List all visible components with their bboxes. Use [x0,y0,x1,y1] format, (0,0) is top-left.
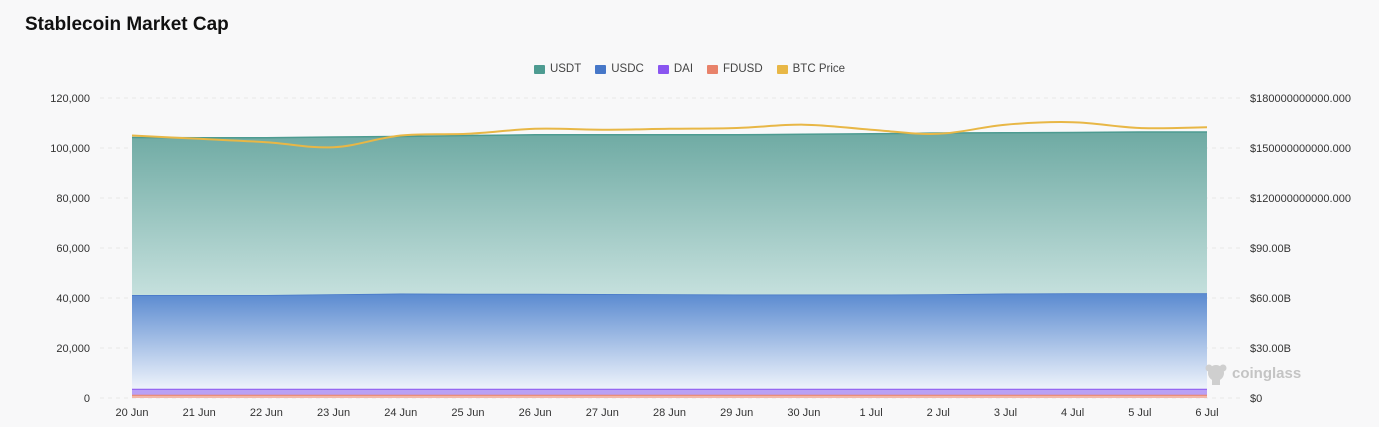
x-tick-label: 6 Jul [1195,407,1218,419]
right-tick-label: $150000000000.000 [1250,143,1351,155]
left-tick-label: 40,000 [56,293,90,305]
line-btc-price [131,121,1208,149]
legend-item-btc-price[interactable]: BTC Price [776,63,846,75]
x-tick-label: 2 Jul [927,407,950,419]
x-tick-label: 28 Jun [653,407,686,419]
legend-item-usdt[interactable]: USDT [533,63,582,75]
legend-item-dai[interactable]: DAI [657,63,694,75]
area-usdt [132,132,1207,295]
legend-swatch [533,64,545,74]
stacked-areas [131,131,1207,398]
btc-price-line [131,121,1208,149]
x-tick-label: 20 Jun [115,407,148,419]
x-tick-label: 5 Jul [1128,407,1151,419]
legend-label: FDUSD [723,63,763,75]
x-tick-label: 26 Jun [519,407,552,419]
chart-legend: USDT USDC DAI FDUSD BTC Price [0,63,1379,75]
left-tick-label: 0 [84,393,90,405]
legend-item-fdusd[interactable]: FDUSD [707,63,763,75]
x-tick-label: 29 Jun [720,407,753,419]
page-title: Stablecoin Market Cap [25,14,229,35]
legend-swatch [657,64,669,74]
right-y-axis: $0 $30.00B $60.00B $90.00B $120000000000.000… [1250,93,1351,405]
x-tick-label: 25 Jun [451,407,484,419]
legend-label: DAI [673,63,694,75]
area-usdc [132,293,1207,389]
right-tick-label: $30.00B [1250,343,1291,355]
watermark-text: coinglass [1232,365,1301,382]
x-tick-label: 24 Jun [384,407,417,419]
x-tick-label: 30 Jun [787,407,820,419]
x-tick-label: 23 Jun [317,407,350,419]
right-tick-label: $90.00B [1250,243,1291,255]
x-axis: 20 Jun 21 Jun 22 Jun 23 Jun 24 Jun 25 Jun 26 J… [115,407,1218,419]
right-tick-label: $0 [1250,393,1262,405]
coinglass-logo-icon [1205,364,1227,385]
left-tick-label: 80,000 [56,193,90,205]
x-tick-label: 4 Jul [1061,407,1084,419]
left-tick-label: 60,000 [56,243,90,255]
x-tick-label: 22 Jun [250,407,283,419]
legend-item-usdc[interactable]: USDC [595,63,644,75]
x-tick-label: 3 Jul [994,407,1017,419]
area-dai [132,388,1207,395]
legend-swatch [707,64,719,74]
x-tick-label: 27 Jun [586,407,619,419]
legend-swatch [776,64,788,74]
legend-swatch [595,64,607,74]
area-edge-usdt [131,131,1207,139]
left-tick-label: 120,000 [50,93,90,105]
x-tick-label: 1 Jul [859,407,882,419]
right-tick-label: $60.00B [1250,293,1291,305]
left-tick-label: 100,000 [50,143,90,155]
right-tick-label: $120000000000.000 [1250,193,1351,205]
x-tick-label: 21 Jun [183,407,216,419]
left-tick-label: 20,000 [56,343,90,355]
watermark: coinglass [1205,364,1301,385]
legend-label: USDT [549,63,582,75]
right-tick-label: $180000000000.000 [1250,93,1351,105]
legend-label: BTC Price [792,63,846,75]
left-y-axis: 0 20,000 40,000 60,000 80,000 100,000 120,000 [50,93,90,405]
legend-label: USDC [611,63,644,75]
